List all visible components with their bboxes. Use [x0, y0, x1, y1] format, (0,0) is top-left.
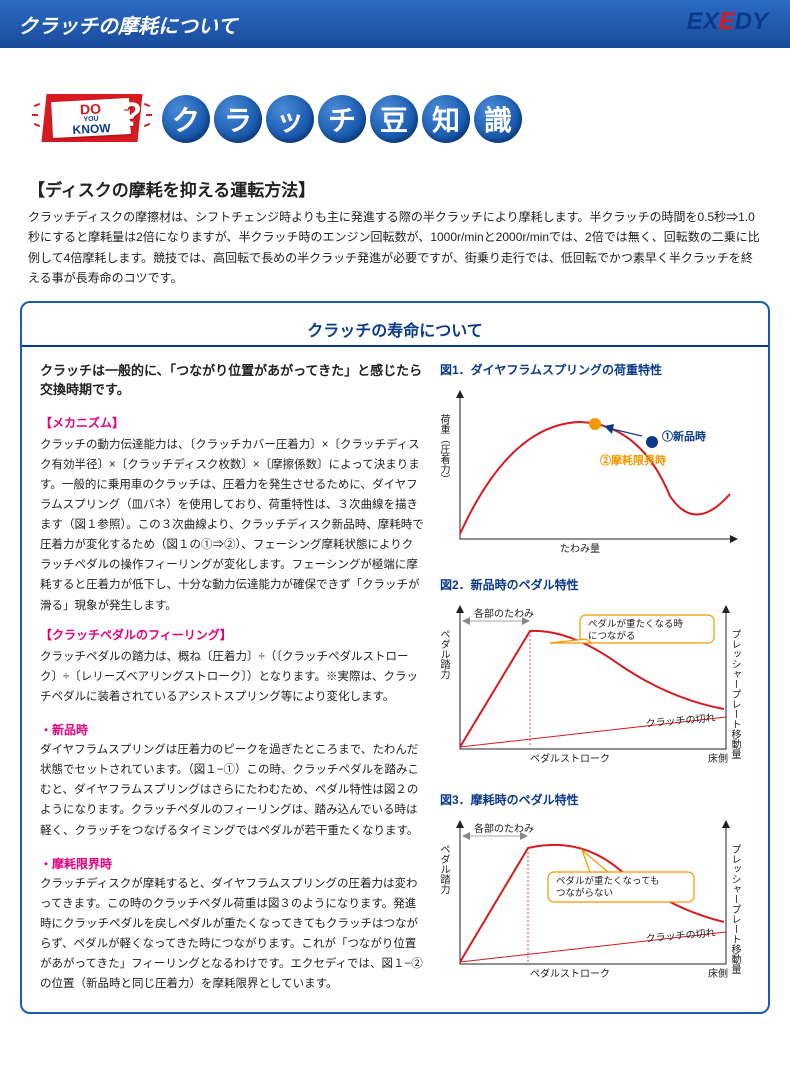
svg-text:につながる: につながる [588, 630, 636, 642]
fig3-title: 図3．摩耗時のペダル特性 [440, 791, 750, 808]
box-title: クラッチの寿命について [40, 317, 750, 341]
lead-text: クラッチは一般的に、「つながり位置があがってきた」と感じたら交換時期です。 [40, 361, 424, 400]
bullet-new: ・新品時 [40, 721, 424, 738]
svg-text:床側: 床側 [708, 752, 728, 765]
body-worn: クラッチディスクが摩耗すると、ダイヤフラムスプリングの圧着力は変わってきます。こ… [40, 874, 424, 995]
svg-text:ペダルストローク: ペダルストローク [530, 967, 610, 980]
do-you-know-badge: DO YOU KNOW ? [36, 82, 148, 156]
page-title: クラッチの摩耗について [18, 10, 237, 39]
svg-text:ペダルストローク: ペダルストローク [530, 752, 610, 765]
left-column: クラッチは一般的に、「つながり位置があがってきた」と感じたら交換時期です。 【メ… [40, 361, 424, 995]
svg-text:①新品時: ①新品時 [662, 429, 706, 443]
title-circles: ク ラ ッ チ 豆 知 識 [162, 95, 522, 143]
bullet-worn: ・摩耗限界時 [40, 855, 424, 872]
svg-text:各部のたわみ: 各部のたわみ [474, 607, 534, 620]
badge-row: DO YOU KNOW ? ク ラ ッ チ 豆 知 識 [0, 48, 790, 166]
body-mechanism: クラッチの動力伝達能力は、〔クラッチカバー圧着力〕×〔クラッチディスク有効半径〕… [40, 435, 424, 616]
logo: EXEDY [687, 8, 768, 36]
svg-text:各部のたわみ: 各部のたわみ [474, 822, 534, 835]
subheading-mechanism: 【メカニズム】 [40, 414, 424, 431]
svg-text:ペダルが重たくなる時: ペダルが重たくなる時 [588, 618, 684, 630]
fig2-chart: ペダル踏力 プレッシャープレート移動量 各部のたわみ クラッチの切れ ペダルが重… [440, 599, 740, 769]
fig1-title: 図1．ダイヤフラムスプリングの荷重特性 [440, 361, 750, 378]
svg-text:つながらない: つながらない [556, 887, 613, 899]
content-box: クラッチの寿命について クラッチは一般的に、「つながり位置があがってきた」と感じ… [20, 301, 770, 1015]
fig2-title: 図2．新品時のペダル特性 [440, 576, 750, 593]
fig3-chart: ペダル踏力 プレッシャープレート移動量 各部のたわみ クラッチの切れ ペダルが重… [440, 814, 740, 984]
body-new: ダイヤフラムスプリングは圧着力のピークを過ぎたところまで、たわんだ状態でセットさ… [40, 740, 424, 841]
svg-text:たわみ量: たわみ量 [560, 543, 600, 554]
svg-text:クラッチの切れ: クラッチの切れ [645, 711, 716, 729]
right-column: 図1．ダイヤフラムスプリングの荷重特性 荷重（圧着力） ①新品時 ②摩耗限界時 … [440, 361, 750, 995]
question-mark-icon: ? [121, 96, 142, 135]
svg-text:②摩耗限界時: ②摩耗限界時 [600, 453, 666, 467]
section-title: 【ディスクの摩耗を抑える運転方法】 [0, 166, 790, 207]
svg-text:床側: 床側 [708, 967, 728, 980]
svg-text:ペダルが重たくなっても: ペダルが重たくなっても [556, 875, 660, 887]
subheading-feeling: 【クラッチペダルのフィーリング】 [40, 626, 424, 643]
header-band: クラッチの摩耗について [0, 0, 790, 48]
intro-text: クラッチディスクの摩擦材は、シフトチェンジ時よりも主に発進する際の半クラッチによ… [0, 207, 790, 301]
fig1-chart: 荷重（圧着力） ①新品時 ②摩耗限界時 たわみ量 [440, 384, 740, 554]
body-feeling: クラッチペダルの踏力は、概ね〔圧着力〕÷（〔クラッチペダルストローク〕÷〔レリー… [40, 647, 424, 707]
svg-text:クラッチの切れ: クラッチの切れ [645, 926, 716, 944]
